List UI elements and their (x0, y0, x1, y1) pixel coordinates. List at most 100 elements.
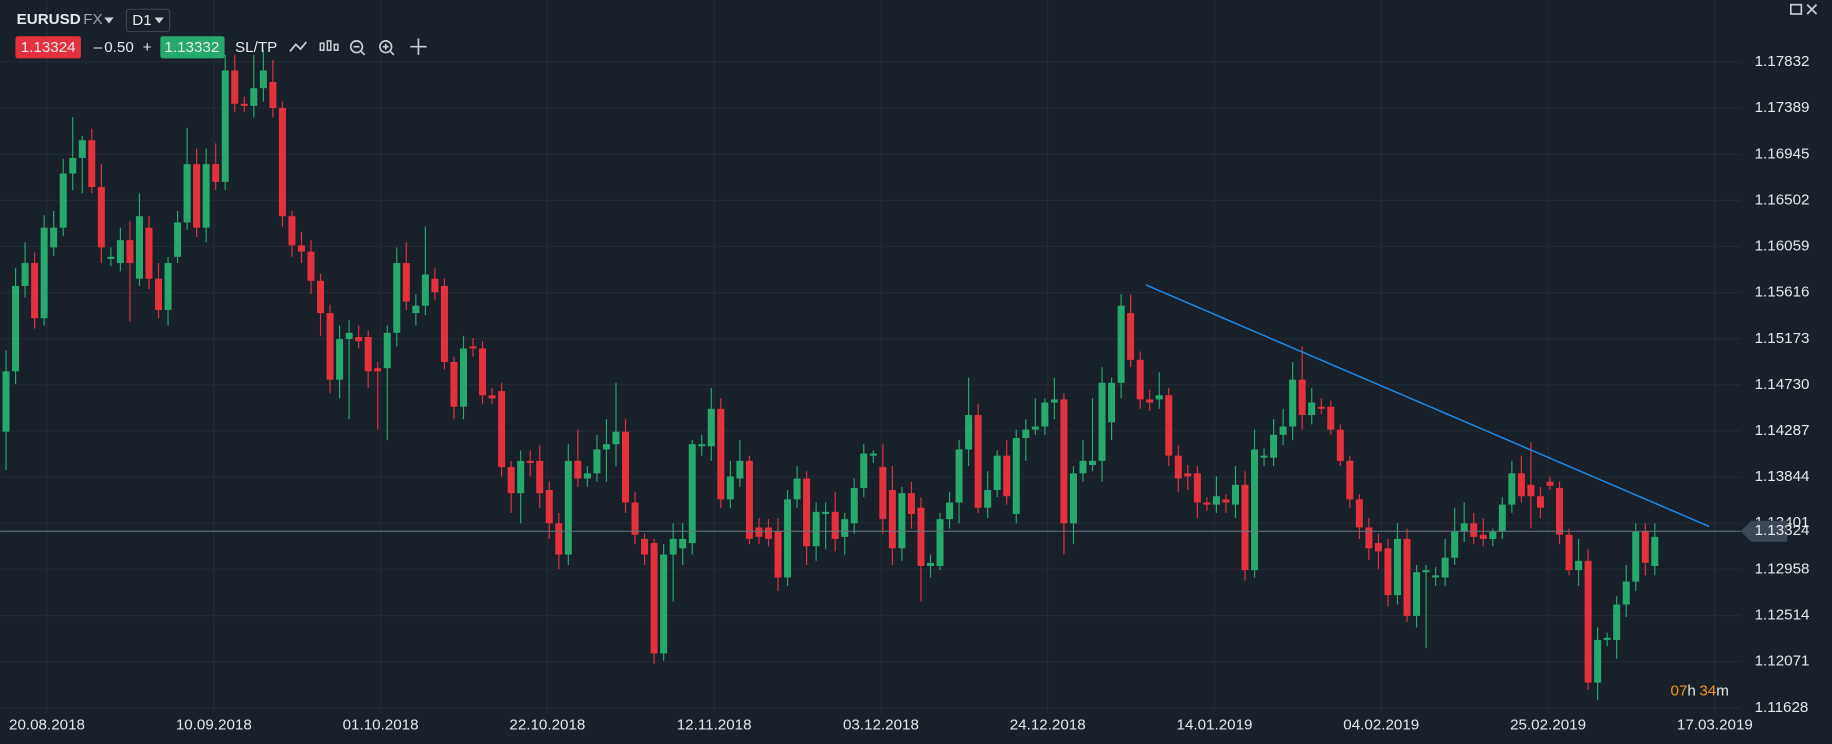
y-tick-label: 1.12958 (1755, 560, 1810, 577)
candle-body (326, 313, 334, 380)
candle-body (726, 476, 734, 500)
buy-price[interactable]: 1.13332 (164, 39, 219, 56)
candle-body (831, 511, 839, 539)
candle-body (498, 391, 506, 468)
candle-body (917, 507, 925, 566)
candle-body (440, 285, 448, 362)
y-tick-label: 1.16059 (1755, 238, 1810, 255)
candle-body (135, 216, 143, 279)
buy-button[interactable] (160, 36, 225, 59)
candle-body (1594, 639, 1602, 683)
candle-body (1546, 481, 1554, 486)
candle-body (641, 538, 649, 555)
symbol[interactable]: EURUSD (17, 11, 81, 28)
y-tick-label: 1.14287 (1755, 422, 1810, 439)
line-chart-icon[interactable] (289, 41, 307, 52)
y-tick-label: 1.14730 (1755, 376, 1810, 393)
x-tick-label: 25.02.2019 (1510, 716, 1586, 733)
candle-body (926, 562, 934, 566)
candle-body (1079, 460, 1087, 474)
candle-body (1365, 527, 1373, 549)
candle-body (297, 245, 305, 252)
y-tick-label: 1.16502 (1755, 191, 1810, 208)
candle-body (1441, 557, 1449, 578)
candle-body (1117, 305, 1125, 383)
candle-body (679, 538, 687, 549)
pan-icon[interactable] (410, 38, 427, 55)
x-tick-label: 01.10.2018 (343, 716, 419, 733)
x-tick-label: 04.02.2019 (1343, 716, 1419, 733)
candle-body (965, 415, 973, 450)
candle-icon[interactable] (319, 40, 339, 51)
candle-body (1451, 531, 1459, 558)
candle-body (936, 519, 944, 566)
candle-body (1279, 426, 1287, 435)
candle-body (631, 502, 639, 535)
candle-body (1241, 484, 1249, 571)
candle-body (107, 256, 115, 259)
candle-body (383, 332, 391, 369)
candle-body (1298, 379, 1306, 416)
candle-body (1012, 437, 1020, 514)
candle-body (1479, 534, 1487, 539)
candle-body (40, 227, 48, 319)
zoom-in-icon[interactable] (379, 40, 395, 56)
candle-body (1251, 449, 1259, 571)
candle-body (259, 70, 267, 89)
candle-body (155, 278, 163, 310)
candle-body (412, 305, 420, 314)
maximize-icon[interactable] (1789, 3, 1803, 15)
candle-body (431, 278, 439, 293)
symbol-dropdown[interactable] (104, 17, 114, 24)
candle-body (1355, 499, 1363, 528)
candle-body (164, 263, 172, 310)
y-tick-label: 1.12514 (1755, 607, 1810, 624)
sell-button[interactable] (15, 36, 81, 59)
candle-body (145, 227, 153, 279)
candle-body (450, 361, 458, 407)
timeframe-dropdown[interactable] (154, 17, 164, 24)
candle-body (1069, 473, 1077, 524)
timeframe[interactable]: D1 (132, 12, 151, 29)
sell-price[interactable]: 1.13324 (21, 39, 76, 56)
candle-body (888, 490, 896, 549)
candle-body (764, 527, 772, 539)
candle-body (1641, 531, 1649, 563)
candle-body (421, 274, 429, 306)
candle-body (1031, 426, 1039, 430)
candle-body (946, 502, 954, 520)
timeframe-box[interactable] (125, 8, 171, 33)
candle-body (984, 490, 992, 508)
sltp-button[interactable]: SL/TP (235, 39, 277, 56)
candle-body (1613, 604, 1621, 640)
x-tick-label: 20.08.2018 (9, 716, 85, 733)
candle-body (459, 348, 467, 407)
candle-body (879, 467, 887, 520)
candle-body (1193, 473, 1201, 503)
spread: 0.50 (104, 39, 134, 56)
candle-body (555, 523, 563, 555)
candle-body (822, 511, 830, 514)
candle-body (202, 164, 210, 228)
candle-body (1308, 402, 1316, 416)
current-price-label: 1.13324 (1755, 522, 1810, 539)
candle-body (1489, 531, 1497, 539)
candle-body (1565, 534, 1573, 571)
candle-body (1527, 484, 1535, 497)
x-tick-label: 22.10.2018 (509, 716, 585, 733)
candle-body (1127, 313, 1135, 360)
close-icon[interactable] (1806, 4, 1818, 15)
candle-body (1470, 523, 1478, 537)
candle-body (707, 408, 715, 447)
candle-body (774, 531, 782, 578)
candle-body (1203, 502, 1211, 505)
candle-body (1556, 487, 1564, 535)
candle-body (307, 251, 315, 281)
y-tick-label: 1.15616 (1755, 284, 1810, 301)
candle-body (1575, 560, 1583, 571)
zoom-out-icon[interactable] (349, 40, 366, 56)
candle-body (574, 460, 582, 479)
market: FX (83, 11, 102, 28)
